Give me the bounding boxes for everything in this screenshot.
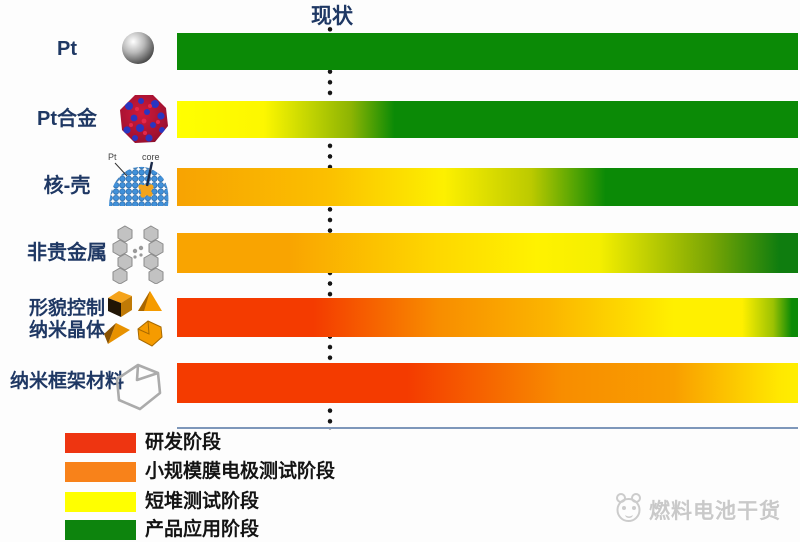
row-label-non-precious: 非贵金属	[0, 242, 134, 264]
row-label-shaped-line2: 纳米晶体	[28, 320, 105, 341]
platinum-sphere-icon	[120, 30, 156, 71]
row-label-shaped-nanocrystals: 形貌控制 纳米晶体	[0, 298, 134, 342]
maturity-bar-core-shell	[177, 168, 798, 206]
current-status-label: 现状	[311, 5, 353, 28]
legend-label-rnd: 研发阶段	[145, 432, 222, 453]
maturity-bar-shaped-nanocrystal	[177, 298, 798, 337]
legend-label-product: 产品应用阶段	[145, 519, 260, 540]
non-precious-molecule-icon	[107, 224, 169, 289]
maturity-bar-non-precious	[177, 233, 798, 273]
row-label-non-precious-text: 非贵金属	[27, 242, 107, 264]
row-label-core-shell: 核-壳	[43, 175, 91, 197]
core-shell-core-annotation: core	[142, 152, 160, 162]
maturity-bar-pt	[177, 33, 798, 70]
nanoframe-cage-icon	[112, 362, 164, 417]
row-label-shaped-line1: 形貌控制	[28, 298, 105, 319]
legend-label-mea-test: 小规模膜电极测试阶段	[145, 461, 336, 482]
legend-swatch-product	[65, 520, 136, 540]
legend-swatch-rnd	[65, 433, 136, 453]
legend-swatch-mea-test	[65, 462, 136, 482]
legend-label-stack-test: 短堆测试阶段	[145, 491, 260, 512]
chart-baseline	[177, 427, 798, 429]
legend-swatch-stack-test	[65, 492, 136, 512]
panda-face-icon	[610, 489, 646, 530]
watermark: 燃料电池干货	[610, 489, 781, 530]
row-label-nanoframe: 纳米框架材料	[9, 371, 124, 392]
core-shell-pt-annotation: Pt	[108, 152, 117, 162]
current-status-dotted-line	[327, 24, 333, 430]
row-label-pt: Pt	[57, 38, 77, 60]
row-label-pt-alloy: Pt合金	[37, 108, 97, 130]
maturity-bar-pt-alloy	[177, 101, 798, 138]
maturity-bar-nanoframe	[177, 363, 798, 403]
core-shell-dome-icon: Pt core	[100, 150, 178, 219]
shaped-nanocrystals-icon	[102, 288, 166, 355]
pt-alloy-sphere-icon	[117, 92, 171, 151]
watermark-text: 燃料电池干货	[649, 499, 781, 523]
